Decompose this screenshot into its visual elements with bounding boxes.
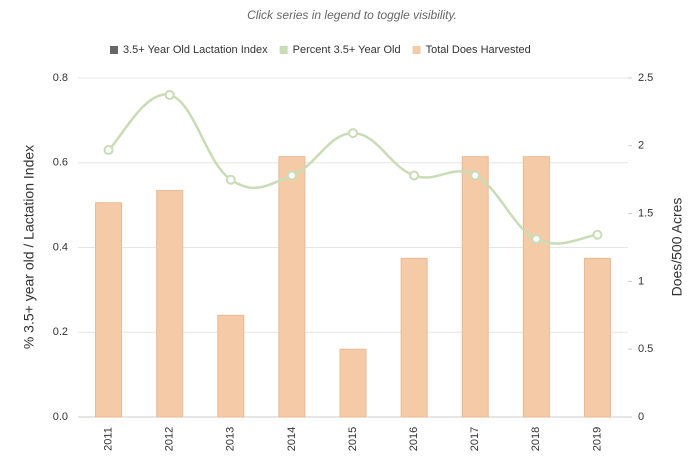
y2-tick-label: 1.5 <box>638 208 653 220</box>
x-tick-label: 2015 <box>347 427 359 451</box>
line-marker <box>225 174 236 185</box>
y2-tick-label: 2 <box>638 140 644 152</box>
y-tick-label: 0.6 <box>53 157 68 169</box>
line-marker <box>592 229 603 240</box>
legend-label[interactable]: 3.5+ Year Old Lactation Index <box>123 44 268 56</box>
legend-swatch[interactable] <box>110 46 118 54</box>
x-tick-label: 2016 <box>408 427 420 451</box>
y2-tick-label: 1 <box>638 275 644 287</box>
y2-tick-label: 0 <box>638 411 644 423</box>
legend-label[interactable]: Percent 3.5+ Year Old <box>293 44 401 56</box>
y-tick-label: 0.2 <box>53 326 68 338</box>
line-marker <box>348 128 358 139</box>
bar <box>461 156 489 418</box>
line-marker <box>531 234 542 245</box>
bar <box>217 314 245 418</box>
x-tick-label: 2012 <box>164 427 176 451</box>
line-marker <box>103 145 114 156</box>
y-tick-label: 0.0 <box>53 411 68 423</box>
x-tick-label: 2017 <box>469 427 481 451</box>
bar <box>339 348 367 418</box>
y-tick-label: 0.8 <box>53 72 68 84</box>
legend-swatch[interactable] <box>412 46 421 54</box>
bar <box>522 156 550 418</box>
bar <box>95 202 123 418</box>
bar <box>278 156 306 418</box>
legend-label[interactable]: Total Does Harvested <box>426 44 531 56</box>
x-tick-label: 2019 <box>591 427 603 451</box>
x-tick-label: 2014 <box>286 427 298 451</box>
y2-tick-label: 0.5 <box>638 343 653 355</box>
line-marker <box>470 170 481 181</box>
bar <box>583 257 611 418</box>
bar <box>400 257 428 418</box>
line-marker <box>286 170 297 181</box>
x-tick-label: 2011 <box>102 427 114 451</box>
line-marker <box>164 89 175 100</box>
x-tick-label: 2018 <box>530 427 542 451</box>
chart-subtitle: Click series in legend to toggle visibil… <box>247 8 457 22</box>
y-axis-title: % 3.5+ year old / Lactation Index <box>21 145 37 349</box>
y2-tick-label: 2.5 <box>638 72 653 84</box>
y2-axis-title: Does/500 Acres <box>669 198 685 297</box>
y-tick-label: 0.4 <box>53 241 68 253</box>
legend-swatch[interactable] <box>279 46 288 54</box>
bar <box>156 190 184 418</box>
x-tick-label: 2013 <box>225 427 237 451</box>
line-marker <box>409 170 420 181</box>
